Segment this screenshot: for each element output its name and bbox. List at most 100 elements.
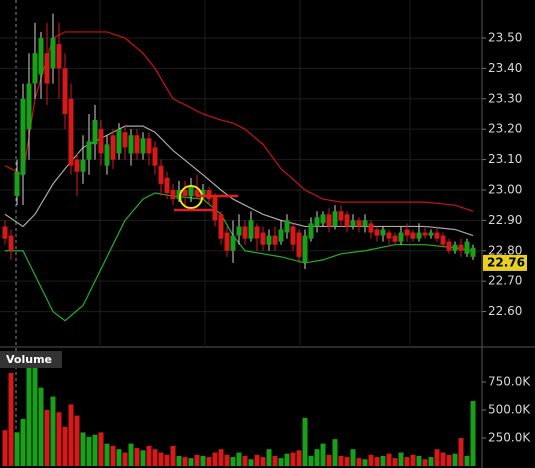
candle-body [332,211,338,227]
candle-body [242,226,248,239]
volume-bar [104,443,110,466]
candle-body [86,141,92,160]
volume-bar [458,438,464,466]
candle-body [290,226,296,245]
y-tick-label: 23.50 [488,30,522,44]
volume-bar [380,455,386,466]
candle-body [440,235,446,245]
volume-bar [128,443,134,466]
y-tick-label: 22.80 [488,243,522,257]
volume-bar [410,454,416,466]
volume-bar [32,354,38,466]
volume-bar [86,436,92,466]
y-tick-label: 23.00 [488,182,522,196]
candle-body [68,98,74,166]
volume-bar [266,449,272,466]
candle-body [206,189,212,200]
candle-body [362,220,368,227]
candle-body [434,232,440,239]
volume-bar [182,457,188,466]
candle-body [368,223,374,233]
candle-body [446,241,452,251]
volume-bar [8,373,14,466]
volume-bar [296,450,302,466]
volume-bar [230,457,236,466]
volume-bar [368,454,374,466]
candle-body [158,165,164,184]
volume-bar [2,430,8,466]
candle-body [428,232,434,236]
volume-bar [92,434,98,466]
candle-body [104,144,110,166]
y-tick-label: 500.0K [488,403,531,417]
volume-bar [206,457,212,466]
volume-bar [308,455,314,466]
candle-body [110,135,116,160]
candle-body [254,226,260,239]
plot-area: 22.60 22.70 22.80 22.90 23.00 23.10 23.20 23.30… [0,13,531,466]
y-tick-label: 250.0K [488,431,531,445]
y-tick-label: 23.30 [488,91,522,105]
band-upper [4,31,474,212]
volume-bar [416,455,422,466]
candle-body [146,138,152,154]
candle-body [140,138,146,154]
candle-body [152,147,158,166]
volume-bar [278,458,284,466]
volume-bar [200,455,206,466]
candle-body [314,217,320,227]
volume-bar [290,452,296,466]
volume-bar [98,432,104,466]
volume-bar [140,450,146,466]
candle-body [338,211,344,221]
volume-bar [110,445,116,466]
volume-bar [386,453,392,466]
candle-body [260,232,266,245]
volume-bar [320,443,326,466]
volume-bar [362,459,368,466]
volume-bar [242,455,248,466]
candle-body [470,247,476,257]
candle-body [350,220,356,227]
volume-bar [248,459,254,466]
volume-bar [224,454,230,466]
volume-title: Volume [6,353,52,366]
candle-body [320,214,326,224]
volume-bar [68,404,74,466]
volume-bar [158,452,164,466]
candle-body [284,220,290,233]
volume-bar [38,387,44,466]
volume-bar [212,452,218,466]
candle-body [422,232,428,236]
volume-bar [218,449,224,466]
volume-bar [374,457,380,466]
candle-body [92,120,98,145]
volume-bar [176,455,182,466]
candle-body [272,235,278,245]
volume-bar [284,453,290,466]
grid [15,0,411,468]
volume-bar [356,458,362,466]
volume-bar [392,458,398,466]
volume-bar [254,454,260,466]
volume-bar [80,432,86,466]
candle-body [188,186,194,197]
volume-bar [20,418,26,466]
candle-body [266,235,272,245]
candle-body [98,129,104,154]
candle-body [344,214,350,227]
volume-bar [452,453,458,466]
candle-body [20,98,26,175]
volume-bar [14,432,20,466]
volume-bar [314,449,320,466]
candle-body [44,53,50,84]
candle-body [236,226,242,236]
y-tick-label: 23.10 [488,152,522,166]
candle-body [458,244,464,251]
volume-bar [56,412,62,466]
volume-bar [50,396,56,466]
volume-bar [446,454,452,466]
candle-body [416,232,422,239]
